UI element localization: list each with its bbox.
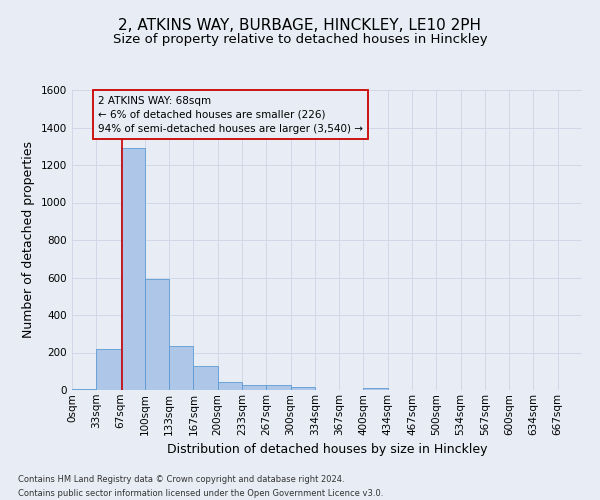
Text: 2, ATKINS WAY, BURBAGE, HINCKLEY, LE10 2PH: 2, ATKINS WAY, BURBAGE, HINCKLEY, LE10 2… [119,18,482,32]
Bar [96,349,121,390]
Text: Size of property relative to detached houses in Hinckley: Size of property relative to detached ho… [113,32,487,46]
Bar [290,386,315,390]
Bar [193,366,218,390]
Bar [242,385,266,390]
Text: 2 ATKINS WAY: 68sqm
← 6% of detached houses are smaller (226)
94% of semi-detach: 2 ATKINS WAY: 68sqm ← 6% of detached hou… [98,96,363,134]
X-axis label: Distribution of detached houses by size in Hinckley: Distribution of detached houses by size … [167,443,487,456]
Bar [266,386,290,390]
Bar [145,280,169,390]
Bar [218,382,242,390]
Bar [364,388,388,390]
Bar [72,389,96,390]
Bar [169,346,193,390]
Bar [121,148,145,390]
Y-axis label: Number of detached properties: Number of detached properties [22,142,35,338]
Text: Contains HM Land Registry data © Crown copyright and database right 2024.
Contai: Contains HM Land Registry data © Crown c… [18,476,383,498]
